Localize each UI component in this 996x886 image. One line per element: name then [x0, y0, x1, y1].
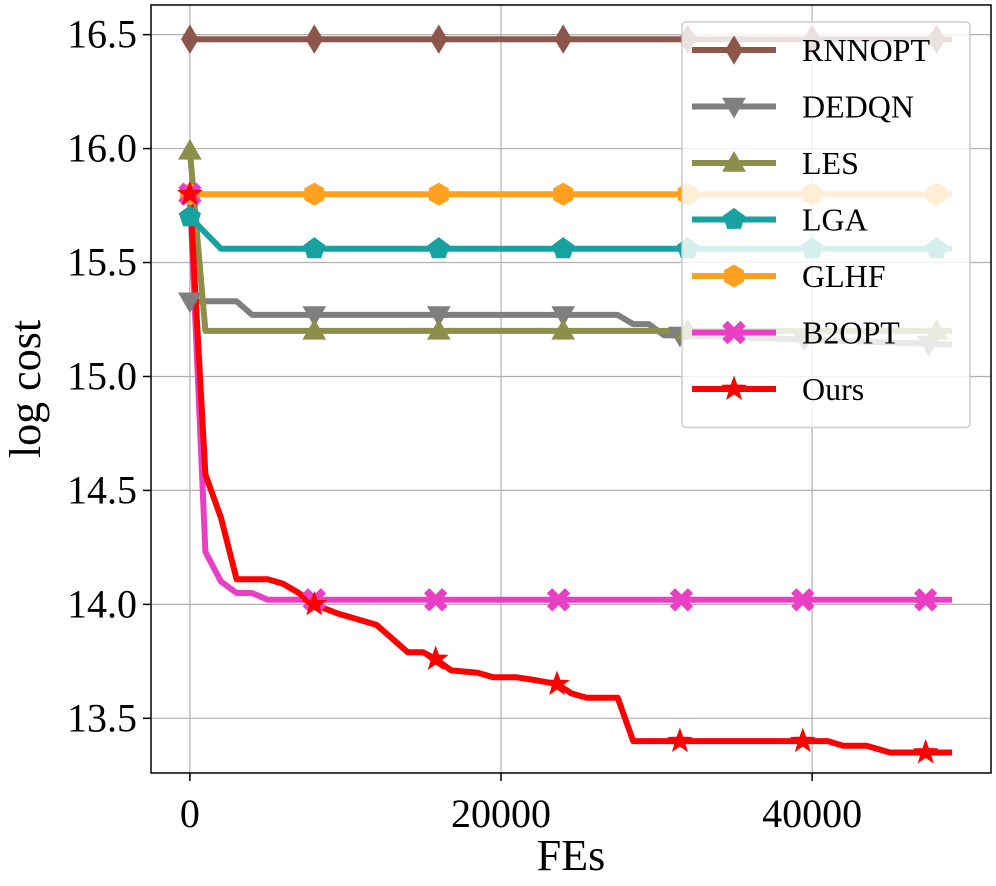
- y-tick-label: 16.0: [67, 126, 137, 171]
- marker-b2opt: [669, 588, 694, 612]
- y-axis-title: log cost: [1, 320, 50, 458]
- y-tick-label: 16.5: [67, 12, 137, 57]
- marker-b2opt: [423, 588, 448, 612]
- marker-glhf: [553, 182, 574, 206]
- legend-box: [681, 21, 971, 429]
- legend-marker-dedqn: [722, 97, 746, 119]
- marker-ours: [177, 180, 203, 206]
- legend-label-b2opt: B2OPT: [802, 315, 900, 351]
- marker-b2opt: [913, 588, 938, 612]
- legend-marker-lga: [722, 207, 746, 229]
- x-axis-ticks: 0 20000 40000: [180, 773, 862, 836]
- x-tick-label: 20000: [451, 791, 551, 836]
- legend-marker-glhf: [724, 264, 744, 288]
- x-tick-label: 0: [180, 791, 200, 836]
- series-line-ours: [186, 194, 953, 756]
- legend: RNNOPT DEDQN LES LGA GLHF B2OPT Ours: [681, 21, 971, 429]
- marker-ours: [301, 590, 328, 616]
- marker-les: [551, 318, 576, 340]
- marker-les: [178, 138, 202, 160]
- marker-ours: [789, 727, 816, 753]
- marker-dedqn: [178, 292, 202, 314]
- y-tick-label: 14.0: [67, 581, 137, 626]
- x-tick-label: 40000: [762, 791, 862, 836]
- plot-area-border: [150, 4, 992, 774]
- marker-lga: [303, 237, 326, 259]
- marker-glhf: [304, 182, 325, 206]
- legend-label-ours: Ours: [802, 371, 864, 407]
- legend-label-dedqn: DEDQN: [802, 89, 914, 125]
- marker-lga: [427, 237, 450, 259]
- marker-rnnopt: [429, 24, 448, 54]
- y-tick-label: 15.0: [67, 353, 137, 398]
- legend-label-rnnopt: RNNOPT: [802, 32, 930, 68]
- y-tick-label: 13.5: [67, 695, 137, 740]
- marker-rnnopt: [181, 24, 199, 54]
- marker-lga: [178, 205, 201, 227]
- marker-ours: [666, 727, 693, 753]
- legend-marker-b2opt: [722, 320, 746, 345]
- marker-ours: [912, 738, 939, 764]
- marker-ours: [422, 645, 449, 670]
- legend-label-les: LES: [802, 145, 859, 181]
- marker-b2opt: [791, 588, 815, 612]
- marker-dedqn: [426, 306, 451, 327]
- marker-lga: [552, 237, 575, 259]
- marker-dedqn: [551, 306, 576, 327]
- legend-label-lga: LGA: [802, 202, 868, 238]
- marker-rnnopt: [554, 24, 573, 54]
- marker-rnnopt: [305, 24, 324, 54]
- marker-ours: [544, 670, 570, 696]
- marker-les: [426, 318, 451, 340]
- legend-label-glhf: GLHF: [802, 258, 886, 294]
- marker-glhf: [428, 182, 449, 206]
- marker-les: [302, 318, 327, 340]
- marker-dedqn: [302, 306, 327, 327]
- legend-marker-ours: [721, 375, 747, 401]
- legend-marker-rnnopt: [725, 35, 743, 65]
- x-axis-title: FEs: [537, 831, 605, 880]
- y-tick-label: 14.5: [67, 467, 137, 512]
- legend-marker-les: [722, 150, 746, 172]
- y-tick-label: 15.5: [67, 240, 137, 285]
- y-axis-ticks: 13.5 14.0 14.5 15.0 15.5 16.0 16.5: [67, 12, 151, 740]
- marker-b2opt: [546, 588, 571, 612]
